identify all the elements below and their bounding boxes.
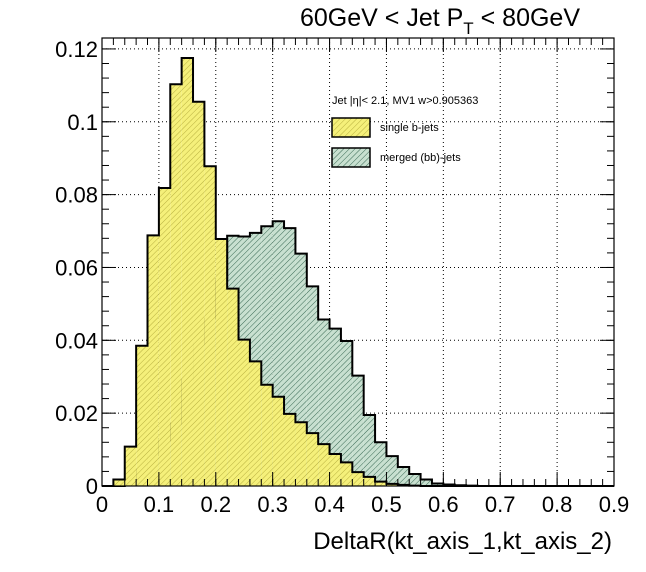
histogram-bin (329, 328, 341, 486)
histogram-bin (397, 467, 410, 486)
x-tick-label: 0.3 (257, 492, 288, 517)
histogram-bin (113, 479, 125, 486)
histogram-bin (170, 84, 182, 487)
plot-frame (101, 37, 615, 487)
x-tick-label: 0.2 (200, 492, 231, 517)
series-single-b-jets (102, 57, 614, 487)
histogram-bin (227, 288, 239, 486)
histogram-bin (284, 228, 296, 486)
histogram-bin (261, 384, 273, 486)
histogram-bin (272, 396, 285, 486)
histogram-bin (340, 462, 353, 486)
x-tick-label: 0.1 (144, 492, 175, 517)
y-tick-label: 0.12 (55, 37, 98, 62)
histogram-bin (431, 483, 444, 486)
histogram-bin (340, 341, 353, 486)
x-tick-label: 0.4 (314, 492, 345, 517)
y-tick-label: 0.04 (55, 328, 98, 353)
legend-header: Jet |η|< 2.1, MV1 w>0.905363 (332, 95, 478, 107)
y-tick-label: 0.02 (55, 401, 98, 426)
histogram-bin (375, 481, 387, 486)
legend-swatch-single-b-jets (331, 117, 371, 138)
histogram-bin (329, 453, 341, 486)
histogram-bin (420, 479, 432, 486)
histogram-bin (193, 101, 205, 486)
histogram-bin (249, 232, 262, 486)
histogram-bin (352, 375, 364, 486)
histogram-bin (284, 413, 296, 486)
axis-ticks (101, 38, 615, 487)
y-tick-label: 0.1 (67, 110, 98, 135)
histogram-bin (318, 444, 330, 486)
y-tick-label: 0.08 (55, 183, 98, 208)
histogram-bin (136, 345, 148, 486)
legend-label-merged-bb-jets: merged (bb)-jets (380, 152, 461, 164)
histogram-bin (318, 319, 330, 486)
x-axis-title: DeltaR(kt_axis_1,kt_axis_2) (313, 528, 612, 555)
legend-label-single-b-jets: single b-jets (380, 122, 439, 134)
x-tick-label: 0 (96, 492, 108, 517)
x-tick-label: 0.5 (371, 492, 402, 517)
histogram-bin (295, 422, 307, 486)
legend: Jet |η|< 2.1, MV1 w>0.905363 single b-je… (331, 95, 478, 168)
histogram-bin (215, 239, 228, 486)
histogram-bin (363, 414, 376, 486)
histogram-bin (158, 188, 171, 487)
histogram-bin (306, 286, 319, 486)
x-tick-label: 0.9 (599, 492, 630, 517)
histogram-bin (375, 442, 387, 486)
histogram-bin (295, 253, 307, 486)
x-tick-label: 0.8 (542, 492, 573, 517)
histogram-bin (238, 339, 250, 486)
y-tick-labels: 0 0.02 0.04 0.06 0.08 0.1 0.12 (55, 37, 98, 499)
histogram-bin (147, 235, 159, 486)
histogram-bin (386, 483, 398, 486)
histogram-bin (363, 476, 376, 486)
histogram-bin (124, 446, 137, 486)
chart-title: 60GeV < Jet PT < 80GeV (300, 4, 580, 38)
y-tick-label: 0 (86, 474, 98, 499)
histogram-bin (249, 361, 262, 486)
histogram-bin (181, 58, 194, 486)
legend-swatch-merged-bb-jets (331, 147, 371, 168)
histogram-bin (272, 221, 285, 487)
x-tick-labels: 0 0.1 0.2 0.3 0.4 0.5 0.6 0.7 0.8 0.9 (96, 492, 629, 517)
histogram-bin (261, 226, 273, 486)
x-tick-label: 0.7 (485, 492, 516, 517)
y-tick-label: 0.06 (55, 255, 98, 280)
histogram-bin (352, 472, 364, 486)
histogram-bin (386, 456, 398, 486)
histogram-series (102, 57, 614, 487)
x-tick-label: 0.6 (428, 492, 459, 517)
histogram-bin (306, 433, 319, 486)
histogram-bin (409, 473, 421, 486)
histogram-bin (204, 166, 216, 486)
